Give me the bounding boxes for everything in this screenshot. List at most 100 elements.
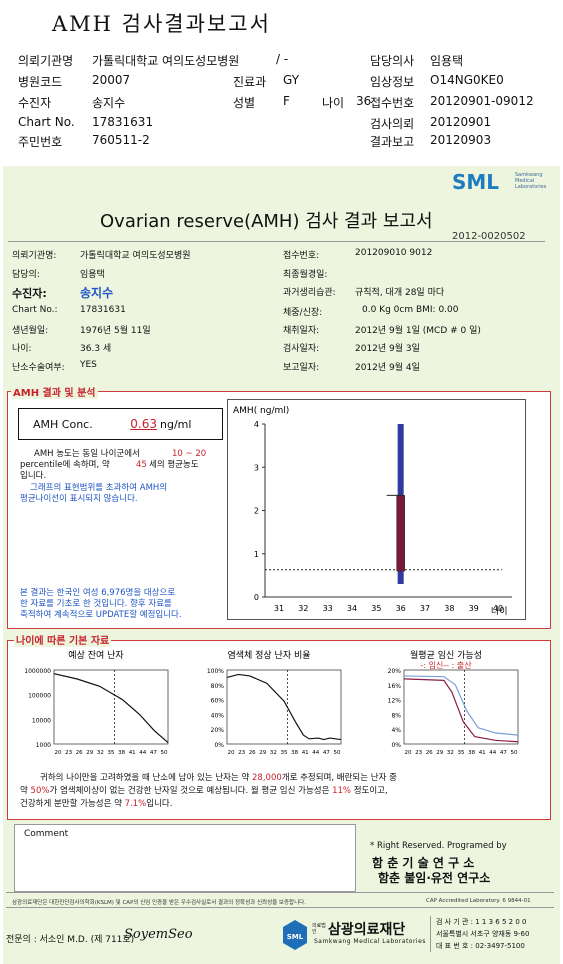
mini-x-tick-label: 35 [281, 750, 288, 756]
mini-x-tick-label: 26 [76, 750, 83, 756]
patient-value: 2012년 9월 3일 [355, 344, 420, 354]
amh-desc: percentile에 속하며, 약 [20, 460, 110, 470]
birth-value: 7.1% [124, 799, 147, 809]
mini-x-tick-label: 35 [108, 750, 115, 756]
birth-curve [403, 678, 519, 743]
sml-logo: SML [452, 170, 500, 194]
amh-note: 한 자료를 기초로 한 것입니다. 향후 자료를 [20, 599, 172, 609]
header-value: GY [283, 73, 300, 87]
mini-y-tick-label: 20% [211, 727, 225, 734]
amh-note: 축적하여 계속적으로 UPDATE할 예정입니다. [20, 610, 182, 620]
mini-x-tick-label: 38 [118, 750, 125, 756]
mini-x-tick-label: 41 [302, 750, 309, 756]
header-label: 진료과 [233, 75, 267, 89]
amh-desc: 입니다. [20, 471, 47, 481]
document-title: AMH 검사결과보고서 [52, 12, 271, 36]
header-value: 17831631 [92, 115, 154, 129]
header-label: 검사의뢰 [370, 117, 415, 131]
patient-label: 수진자: [12, 287, 47, 300]
amh-y-tick-label: 4 [254, 420, 259, 429]
institute-name: 함춘 불임·유전 연구소 [378, 871, 491, 885]
patient-label: 나이: [12, 344, 32, 354]
mini-x-tick-label: 26 [426, 750, 433, 756]
header-value: 20120901 [430, 115, 492, 129]
foundation-prefix: 의료법인 [312, 923, 326, 935]
header-label: 접수번호 [370, 96, 415, 110]
patient-value: YES [80, 360, 97, 370]
logo-sub-line: Medical [515, 178, 535, 184]
remaining-eggs-curve [53, 673, 169, 743]
amh-chart-title: AMH( ng/ml) [233, 406, 289, 416]
mini-y-tick-label: 10000 [32, 717, 51, 724]
patient-label: 난소수술여부: [12, 363, 65, 373]
mini-chart-legend: -: 임신-- : 출산 [420, 660, 472, 670]
report-number: 2012-0020502 [452, 231, 526, 242]
header-label: 병원코드 [18, 75, 63, 89]
header-value: 20120903 [430, 133, 492, 147]
mini-y-tick-label: 0% [214, 742, 224, 749]
header-value: 20120901-09012 [430, 94, 534, 108]
mini-plot-area: 20%16%12%8%4%0%20 23 26 29 32 35 38 41 44 47 50 [388, 668, 519, 756]
header-value: 760511-2 [92, 133, 150, 147]
mini-y-tick-label: 16% [388, 683, 402, 690]
patient-value: 201209010 9012 [355, 248, 433, 258]
patient-value: 가톨릭대학교 여의도성모병원 [80, 251, 191, 261]
mini-x-tick-label: 23 [65, 750, 72, 756]
accreditation-text: 삼광의료재단은 대한진단검사의학회(KSLM) 및 CAP의 신임 인증을 받은… [12, 900, 306, 906]
header-value: 송지수 [92, 96, 126, 110]
mini-plot-area: 1000000 100000 10000 1000 20 23 26 29 32 35 38 41 44… [24, 668, 169, 756]
normal-eggs-value: 50% [30, 786, 50, 796]
cap-text: CAP Accredited Laboratory. 6 9844-01 [426, 898, 531, 904]
patient-label: Chart No.: [12, 305, 58, 315]
header-value: 36 [356, 94, 372, 108]
foundation-english: Samkwang Medical Laboratories [314, 938, 426, 945]
amh-x-tick-label: 32 [298, 604, 308, 613]
amh-section-label: AMH 결과 및 분석 [11, 384, 98, 399]
comment-label: Comment [24, 829, 69, 839]
mini-x-tick-label: 20 [405, 750, 412, 756]
header-label: Chart No. [18, 115, 75, 129]
mini-x-tick-label: 38 [291, 750, 298, 756]
copyright-line: * Right Reserved. Programed by [370, 841, 507, 851]
summary-text: 정도이고, [353, 786, 388, 796]
header-value: / - [276, 52, 289, 66]
mini-x-tick-label: 20 [55, 750, 62, 756]
amh-x-tick-label: 33 [323, 604, 333, 613]
mini-plot-area: 100%80%60%40%20%0%20 23 26 29 32 35 38 41 44 47 50 [207, 668, 342, 756]
patient-value: 임용택 [80, 270, 105, 280]
signature: SoyemSeo [124, 927, 193, 942]
amh-x-tick-label: 37 [420, 604, 430, 613]
amh-y-tick-label: 0 [254, 593, 259, 602]
patient-value: 0.0 Kg 0cm BMI: 0.00 [362, 305, 459, 315]
header-value: F [283, 94, 290, 108]
header-value: 가톨릭대학교 여의도성모병원 [92, 54, 240, 68]
amh-note: 그래프의 표현범위를 초과하여 AMH의 [30, 483, 168, 493]
mini-chart-title: 염색체 정상 난자 비율 [227, 650, 310, 661]
mini-y-tick-label: 80% [211, 683, 225, 690]
mini-y-tick-label: 0% [391, 742, 401, 749]
summary-text: 입니다. [146, 799, 173, 809]
summary-text: 가 염색체이상이 없는 건강한 난자일 것으로 예상됩니다. 월 평균 임신 가… [49, 786, 330, 796]
mini-y-tick-label: 8% [391, 712, 401, 719]
patient-value: 규칙적, 대개 28일 마다 [355, 288, 445, 298]
amh-x-tick-label: 39 [469, 604, 479, 613]
header-label: 담당의사 [370, 54, 415, 68]
mini-x-tick-label: 50 [511, 750, 518, 756]
summary-text: 건강하게 분만할 가능성은 약 [20, 799, 122, 809]
monthly-pregnancy-chart: 월평균 임신 가능성 -: 임신-- : 출산 20% 16% 12% 8% 4% 0% 2… [388, 649, 519, 756]
mini-x-tick-label: 38 [468, 750, 475, 756]
contact-line: 서울특별시 서초구 양재동 9-60 [436, 930, 530, 938]
comment-box [14, 824, 356, 892]
foundation-name: 삼광의료재단 [328, 922, 406, 938]
logo-sub-line: Samkwang [515, 172, 543, 178]
amh-desc: AMH 농도는 동일 나이군에서 [34, 449, 140, 459]
amh-y-tick-label: 2 [254, 507, 259, 516]
mini-x-tick-label: 29 [436, 750, 443, 756]
specialist-name: 전문의 : 서소인 M.D. (제 711호) [6, 935, 135, 945]
patient-label: 검사일자: [283, 344, 320, 354]
mini-y-tick-label: 1000 [36, 742, 51, 749]
mini-y-tick-label: 1000000 [24, 668, 51, 675]
amh-conc-label: AMH Conc. [33, 418, 93, 431]
sml-logo-subtitle: Samkwang Medical Laboratories [515, 172, 546, 190]
